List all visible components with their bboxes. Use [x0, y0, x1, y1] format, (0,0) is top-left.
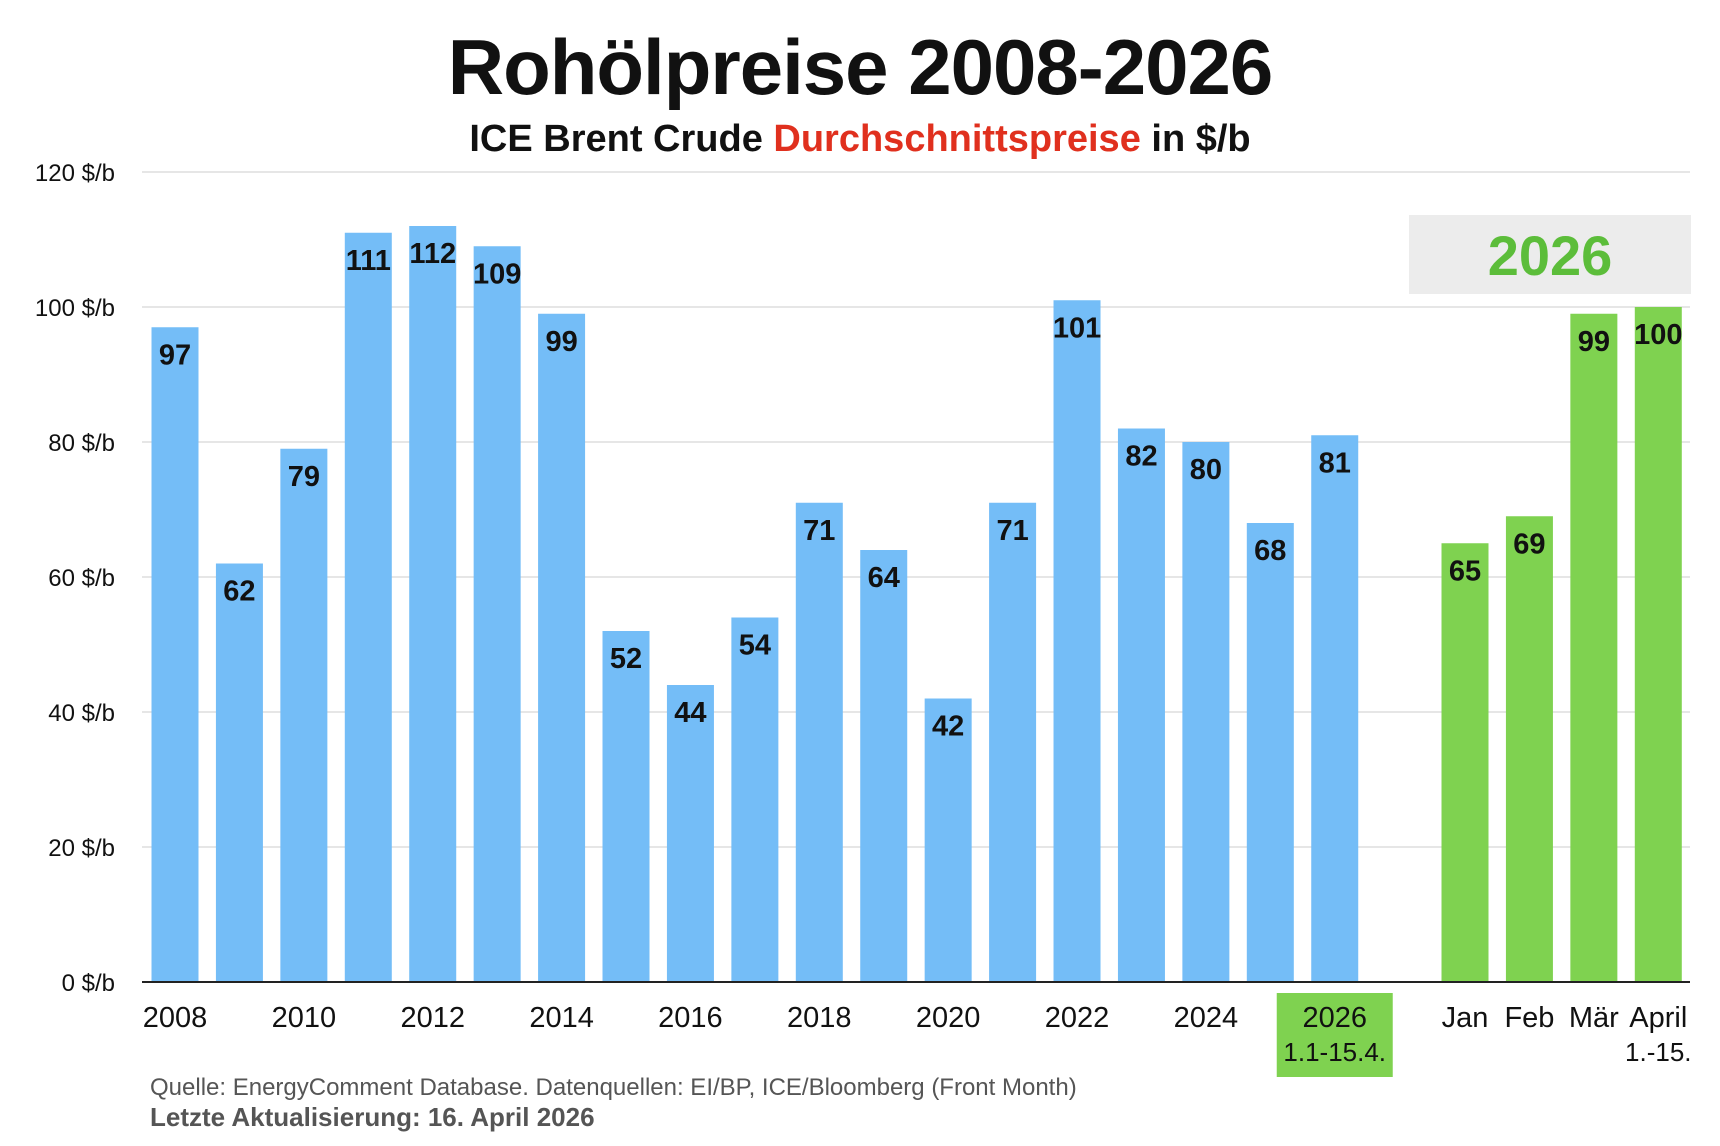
x-tick-sublabel: 1.1-15.4. [1283, 1037, 1386, 1067]
bar-month-1 [1441, 543, 1489, 982]
value-label-month-4: 100 [1634, 319, 1682, 351]
bar-month-2 [1505, 516, 1553, 982]
x-tick-label: 2022 [1045, 1002, 1110, 1034]
x-tick-label: 2016 [658, 1002, 723, 1034]
value-label-2021: 71 [996, 515, 1028, 547]
bar-month-3 [1570, 313, 1618, 982]
y-tick-label: 60 $/b [48, 565, 115, 592]
value-label-2015: 52 [610, 643, 642, 675]
x-tick-label: 2010 [272, 1002, 337, 1034]
bar-2017 [731, 617, 779, 982]
value-label-2008: 97 [159, 339, 191, 371]
x-tick-label: 2008 [143, 1002, 208, 1034]
value-label-2014: 99 [545, 326, 577, 358]
chart-subtitle: ICE Brent Crude Durchschnittspreise in $… [0, 118, 1720, 161]
bar-2015 [602, 631, 650, 982]
x-tick-label: 2026 [1302, 1002, 1367, 1034]
x-tick-label-month: April [1629, 1002, 1687, 1034]
subtitle-part-2: in $/b [1140, 118, 1251, 160]
bar-2012 [409, 226, 457, 982]
bar-2023 [1117, 428, 1165, 982]
subtitle-part-1: ICE Brent Crude [469, 118, 774, 160]
value-label-2017: 54 [739, 630, 771, 662]
bar-2024 [1182, 442, 1230, 982]
bar-2018 [795, 502, 843, 982]
y-tick-label: 20 $/b [48, 835, 115, 862]
bar-month-4 [1634, 307, 1682, 982]
bar-2020 [924, 698, 972, 982]
value-label-2010: 79 [288, 461, 320, 493]
bar-2025 [1246, 523, 1294, 982]
bar-2011 [344, 232, 392, 982]
subtitle-highlight: Durchschnittspreise [773, 118, 1141, 160]
x-tick-sublabel-month: 1.-15. [1625, 1037, 1692, 1067]
bar-2013 [473, 246, 521, 982]
value-label-2016: 44 [674, 697, 706, 729]
value-label-2011: 111 [346, 245, 391, 277]
source-note: Quelle: EnergyComment Database. Datenque… [150, 1074, 1077, 1101]
x-tick-highlight [1276, 993, 1393, 1077]
value-label-month-1: 65 [1449, 555, 1481, 587]
value-label-2025: 68 [1254, 535, 1286, 567]
value-label-2023: 82 [1125, 441, 1157, 473]
y-tick-label: 40 $/b [48, 700, 115, 727]
inset-box [1409, 215, 1691, 294]
value-label-2026: 81 [1319, 447, 1351, 479]
bar-2014 [538, 313, 586, 982]
bar-2026 [1311, 435, 1359, 982]
bar-2016 [666, 685, 714, 982]
value-label-2018: 71 [803, 515, 835, 547]
bar-2019 [860, 550, 908, 982]
bar-2009 [215, 563, 263, 982]
inset-label: 2026 [1488, 224, 1613, 287]
x-tick-label: 2012 [400, 1002, 465, 1034]
x-tick-label-month: Mär [1569, 1002, 1619, 1034]
bar-2008 [151, 327, 199, 982]
y-tick-label: 120 $/b [35, 160, 115, 187]
value-label-2020: 42 [932, 711, 964, 743]
y-tick-label: 80 $/b [48, 430, 115, 457]
x-tick-label-month: Jan [1442, 1002, 1489, 1034]
chart-title: Rohölpreise 2008-2026 [447, 23, 1273, 111]
x-tick-label: 2014 [529, 1002, 594, 1034]
y-tick-label: 0 $/b [62, 970, 115, 997]
value-label-2009: 62 [223, 576, 255, 608]
x-tick-label-month: Feb [1504, 1002, 1554, 1034]
bar-2021 [989, 502, 1037, 982]
y-tick-label: 100 $/b [35, 295, 115, 322]
value-label-2013: 109 [473, 258, 521, 290]
x-tick-label: 2024 [1174, 1002, 1239, 1034]
value-label-month-2: 69 [1513, 528, 1545, 560]
value-label-2019: 64 [868, 562, 900, 594]
value-label-month-3: 99 [1578, 326, 1610, 358]
x-tick-label: 2018 [787, 1002, 852, 1034]
x-tick-label: 2020 [916, 1002, 981, 1034]
bar-2010 [280, 448, 328, 982]
bar-2022 [1053, 300, 1101, 982]
value-label-2012: 112 [409, 238, 456, 270]
value-label-2022: 101 [1053, 312, 1101, 344]
value-label-2024: 80 [1190, 454, 1222, 486]
last-updated-note: Letzte Aktualisierung: 16. April 2026 [150, 1102, 595, 1132]
